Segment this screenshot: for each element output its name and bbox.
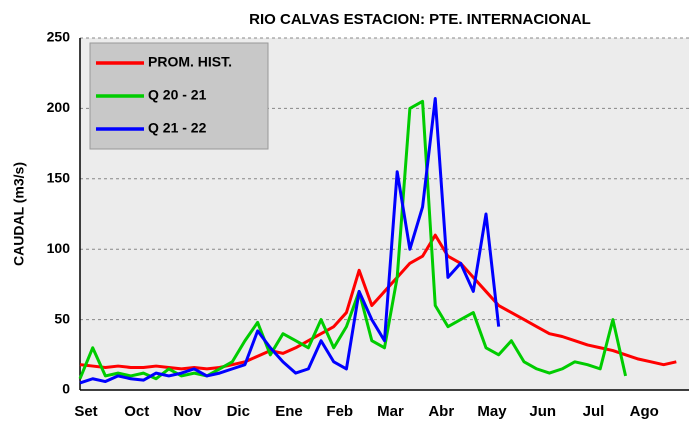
x-tick-label: Ene <box>275 403 303 420</box>
data-line <box>79 97 501 385</box>
x-tick-label: Jun <box>529 403 556 420</box>
y-tick-label: 100 <box>47 240 71 256</box>
x-tick-label: Feb <box>326 403 353 420</box>
legend-label: PROM. HIST. <box>148 54 232 70</box>
chart-title: RIO CALVAS ESTACION: PTE. INTERNACIONAL <box>249 11 591 28</box>
x-tick-label: Oct <box>124 403 149 420</box>
y-tick-label: 50 <box>54 310 70 326</box>
x-tick-label: Dic <box>227 403 250 420</box>
legend-label: Q 21 - 22 <box>148 120 207 136</box>
data-line <box>79 233 677 371</box>
x-tick-label: Set <box>74 403 97 420</box>
y-tick-label: 200 <box>47 99 71 115</box>
x-tick-label: Abr <box>428 403 454 420</box>
legend-label: Q 20 - 21 <box>148 87 207 103</box>
y-axis-label: CAUDAL (m3/s) <box>11 162 27 266</box>
y-tick-label: 150 <box>47 170 71 186</box>
legend-box <box>89 42 269 150</box>
y-tick-label: 250 <box>47 29 71 45</box>
x-tick-label: Jul <box>583 403 605 420</box>
x-tick-label: Mar <box>377 403 404 420</box>
x-tick-label: May <box>477 403 507 420</box>
y-tick-label: 0 <box>62 381 70 397</box>
x-tick-label: Nov <box>173 403 202 420</box>
x-tick-label: Ago <box>630 403 659 420</box>
